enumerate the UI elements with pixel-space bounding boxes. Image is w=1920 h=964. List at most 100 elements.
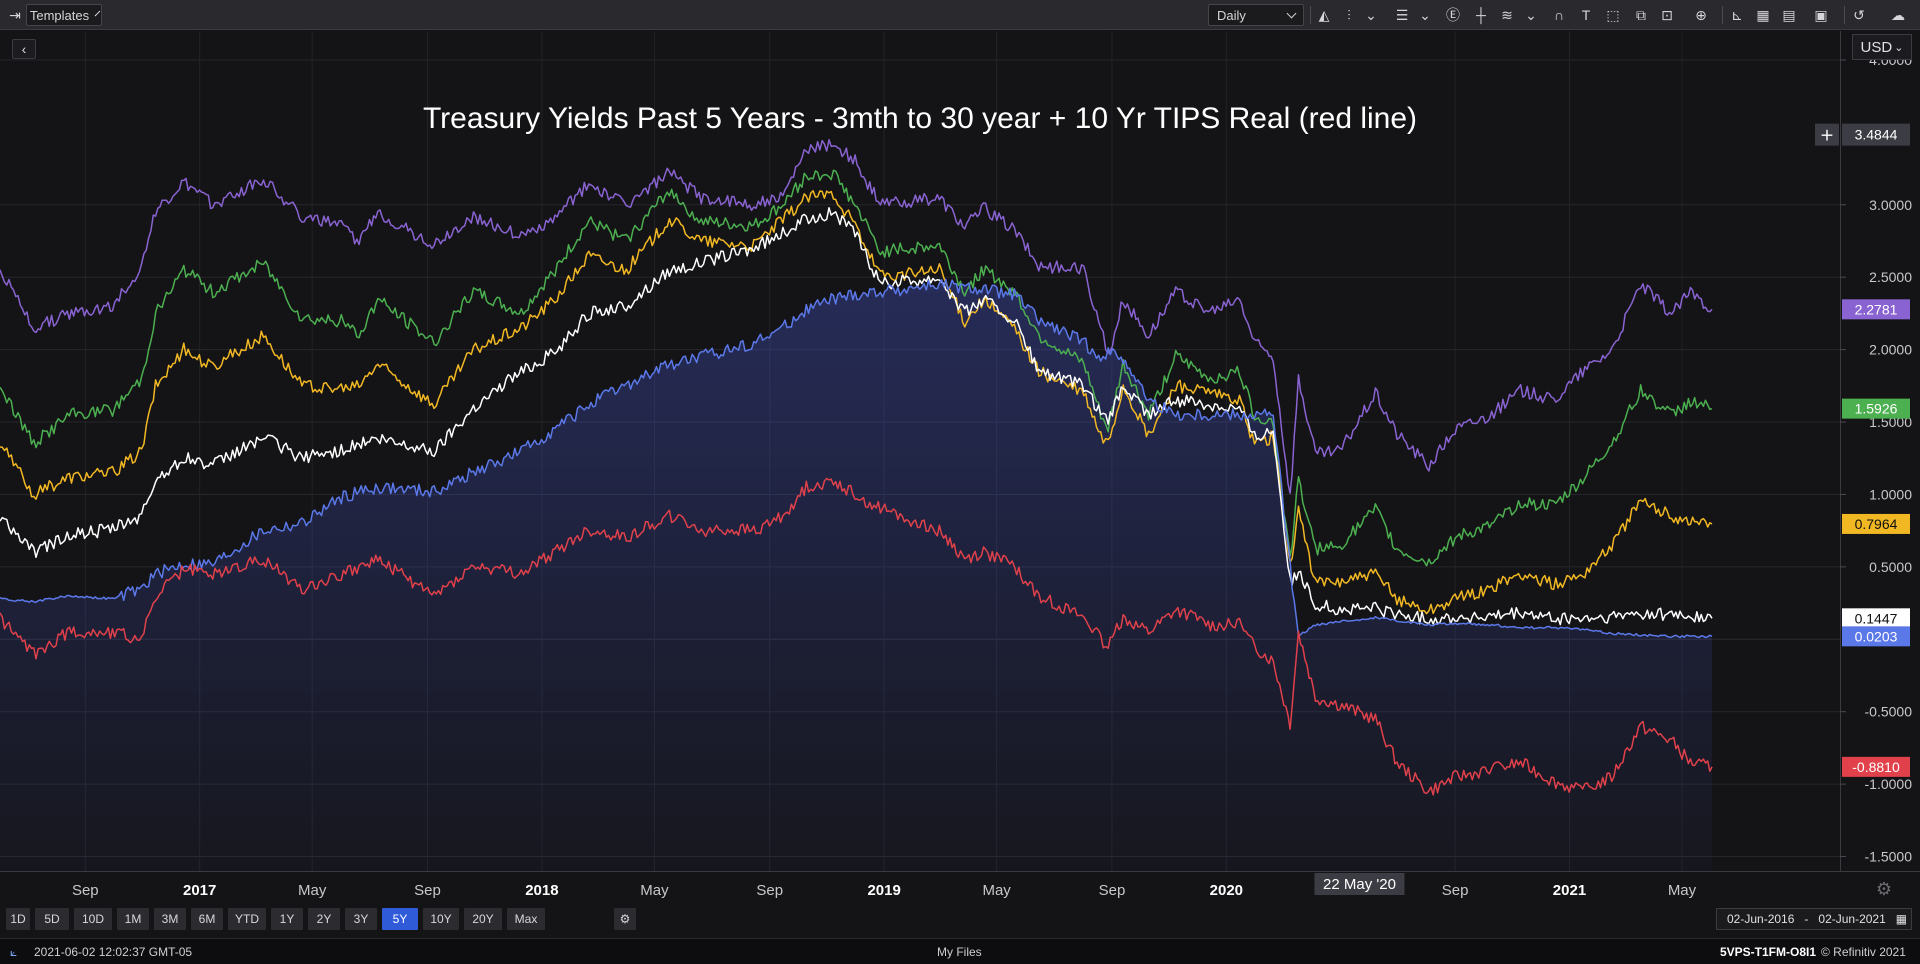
export-tool-icon[interactable]: ⊡ xyxy=(1661,6,1673,23)
crosshair-plus-button[interactable] xyxy=(1815,123,1839,146)
text-tool-icon[interactable]: T xyxy=(1581,7,1591,23)
x-tick-label: Sep xyxy=(756,882,783,899)
x-tick-label: Sep xyxy=(72,882,99,899)
x-tick-label: May xyxy=(1668,882,1697,899)
refresh-icon[interactable]: ↺ xyxy=(1853,6,1865,23)
x-tick-label: Sep xyxy=(1442,882,1469,899)
series-line[interactable] xyxy=(0,190,1713,615)
y-axis[interactable]: 4.00003.00002.50002.00001.50001.00000.50… xyxy=(1840,52,1912,865)
chart-view-icon[interactable]: ⊾ xyxy=(1731,6,1743,23)
range-button-6m[interactable]: 6M xyxy=(191,908,223,930)
y-tick-label: -0.5000 xyxy=(1865,704,1913,720)
top-toolbar: ⇥ Templates Daily ◭ ⫶ ⌄ ☰ ⌄ Ⓔ ┼ ≋ ⌄ ∩ T … xyxy=(0,0,1920,30)
series-line[interactable] xyxy=(0,477,1713,796)
chevron-down-icon: ⌄ xyxy=(1894,41,1904,54)
chart-type-area-icon[interactable]: ◭ xyxy=(1318,6,1330,23)
back-button[interactable]: ‹ xyxy=(12,39,36,59)
y-tick-label: 0.5000 xyxy=(1869,559,1912,575)
cloud-logo-icon: ☁ xyxy=(1891,6,1905,23)
range-button-10d[interactable]: 10D xyxy=(74,908,112,930)
events-icon[interactable]: Ⓔ xyxy=(1446,7,1460,23)
x-axis[interactable]: Sep 2017 May Sep 2018 May Sep 2019 May Sep 2020 Sep… xyxy=(72,882,1697,899)
series-line[interactable] xyxy=(0,207,1713,626)
series-line[interactable] xyxy=(0,169,1713,567)
chart-settings-icon[interactable]: ⚙ xyxy=(1876,879,1892,900)
last-value-label: 0.0203 xyxy=(1855,628,1898,644)
range-button-20y[interactable]: 20Y xyxy=(464,908,502,930)
range-button-3y[interactable]: 3Y xyxy=(345,908,377,930)
zoom-icon[interactable]: ⊕ xyxy=(1695,6,1707,23)
x-tick-label: May xyxy=(640,882,669,899)
x-tick-label: 2021 xyxy=(1553,882,1586,899)
toolbar-divider xyxy=(1722,6,1723,24)
last-value-label: 0.7964 xyxy=(1855,516,1898,532)
range-button-5d[interactable]: 5D xyxy=(35,908,69,930)
y-tick-label: -1.0000 xyxy=(1865,776,1913,792)
status-bar: ⟀ 2021-06-02 12:02:37 GMT-05 My Files 5V… xyxy=(0,938,1920,964)
currency-select[interactable]: USD ⌄ xyxy=(1852,34,1912,60)
range-button-1d[interactable]: 1D xyxy=(6,908,30,930)
crosshair-date-label: 22 May '20 xyxy=(1323,876,1396,893)
range-button-max[interactable]: Max xyxy=(507,908,545,930)
fibonacci-tool-icon[interactable]: ≋ xyxy=(1501,6,1513,23)
layout-view-icon[interactable]: ▤ xyxy=(1782,6,1796,23)
chart-canvas[interactable]: 4.00003.00002.50002.00001.50001.00000.50… xyxy=(0,31,1920,906)
last-value-badge xyxy=(1842,626,1910,647)
date-separator: - xyxy=(1804,912,1809,926)
last-value-badge xyxy=(1842,299,1910,320)
last-value-labels: 2.2781 1.5926 0.7964 0.1447 0.0203 -0.8810 xyxy=(1842,299,1910,777)
date-from: 02-Jun-2016 xyxy=(1727,912,1795,926)
chevron-down-icon[interactable]: ⌄ xyxy=(1365,6,1377,23)
select-tool-icon[interactable]: ⬚ xyxy=(1606,6,1620,23)
table-view-icon[interactable]: ▦ xyxy=(1756,6,1770,23)
currency-label: USD xyxy=(1860,38,1893,56)
save-chart-icon[interactable]: ▣ xyxy=(1814,6,1828,23)
status-code: 5VPS-T1FM-O8I1 xyxy=(1720,945,1817,959)
chevron-down-icon xyxy=(1286,8,1297,18)
range-button-5y[interactable]: 5Y xyxy=(382,908,418,930)
last-value-badge xyxy=(1842,756,1910,777)
series-line[interactable] xyxy=(0,138,1713,494)
refinitiv-logo-icon: ⟀ xyxy=(10,945,18,959)
last-value-label: -0.8810 xyxy=(1852,759,1900,775)
range-button-10y[interactable]: 10Y xyxy=(423,908,459,930)
magnet-tool-icon[interactable]: ∩ xyxy=(1553,7,1565,23)
last-value-label: 1.5926 xyxy=(1855,401,1898,417)
x-tick-label: 2017 xyxy=(183,882,216,899)
range-button-ytd[interactable]: YTD xyxy=(228,908,266,930)
interval-label: Daily xyxy=(1217,7,1246,23)
x-tick-label: Sep xyxy=(414,882,441,899)
range-button-1m[interactable]: 1M xyxy=(117,908,149,930)
last-value-label: 0.1447 xyxy=(1855,610,1898,626)
chevron-down-icon[interactable]: ⌄ xyxy=(1525,6,1537,23)
calendar-icon: ▦ xyxy=(1895,912,1908,926)
range-button-3m[interactable]: 3M xyxy=(154,908,186,930)
crosshair-date-badge xyxy=(1314,873,1405,895)
range-button-1y[interactable]: 1Y xyxy=(271,908,303,930)
crosshair-value-badge xyxy=(1842,123,1910,146)
panel-toggle-icon[interactable]: ⇥ xyxy=(9,6,21,23)
x-tick-label: Sep xyxy=(1099,882,1126,899)
range-settings-button[interactable]: ⚙ xyxy=(614,908,636,930)
chart-title: Treasury Yields Past 5 Years - 3mth to 3… xyxy=(422,102,1418,135)
crosshair: 22 May '20 + 3.4844 xyxy=(1314,123,1910,895)
y-tick-label: 2.5000 xyxy=(1869,269,1912,285)
series-line[interactable] xyxy=(0,278,1713,639)
range-button-2y[interactable]: 2Y xyxy=(308,908,340,930)
status-my-files[interactable]: My Files xyxy=(937,945,982,959)
lines-menu-icon[interactable]: ☰ xyxy=(1395,6,1409,23)
y-tick-label: 3.0000 xyxy=(1869,197,1912,213)
series-area-fill xyxy=(0,279,1712,871)
templates-dropdown[interactable]: Templates xyxy=(26,4,102,26)
y-tick-label: 2.0000 xyxy=(1869,342,1912,358)
date-to: 02-Jun-2021 xyxy=(1818,912,1886,926)
toolbar-divider xyxy=(1844,6,1845,24)
toolbar-divider xyxy=(1310,6,1311,24)
chart-type-bars-icon[interactable]: ⫶ xyxy=(1347,6,1351,23)
crosshair-tool-icon[interactable]: ┼ xyxy=(1476,7,1486,23)
resize-tool-icon[interactable]: ⧉ xyxy=(1636,6,1646,23)
templates-label: Templates xyxy=(29,7,90,23)
interval-select[interactable]: Daily xyxy=(1208,4,1304,26)
chevron-down-icon[interactable]: ⌄ xyxy=(1419,6,1431,23)
date-range-picker[interactable]: 02-Jun-2016 - 02-Jun-2021 ▦ xyxy=(1716,908,1912,930)
